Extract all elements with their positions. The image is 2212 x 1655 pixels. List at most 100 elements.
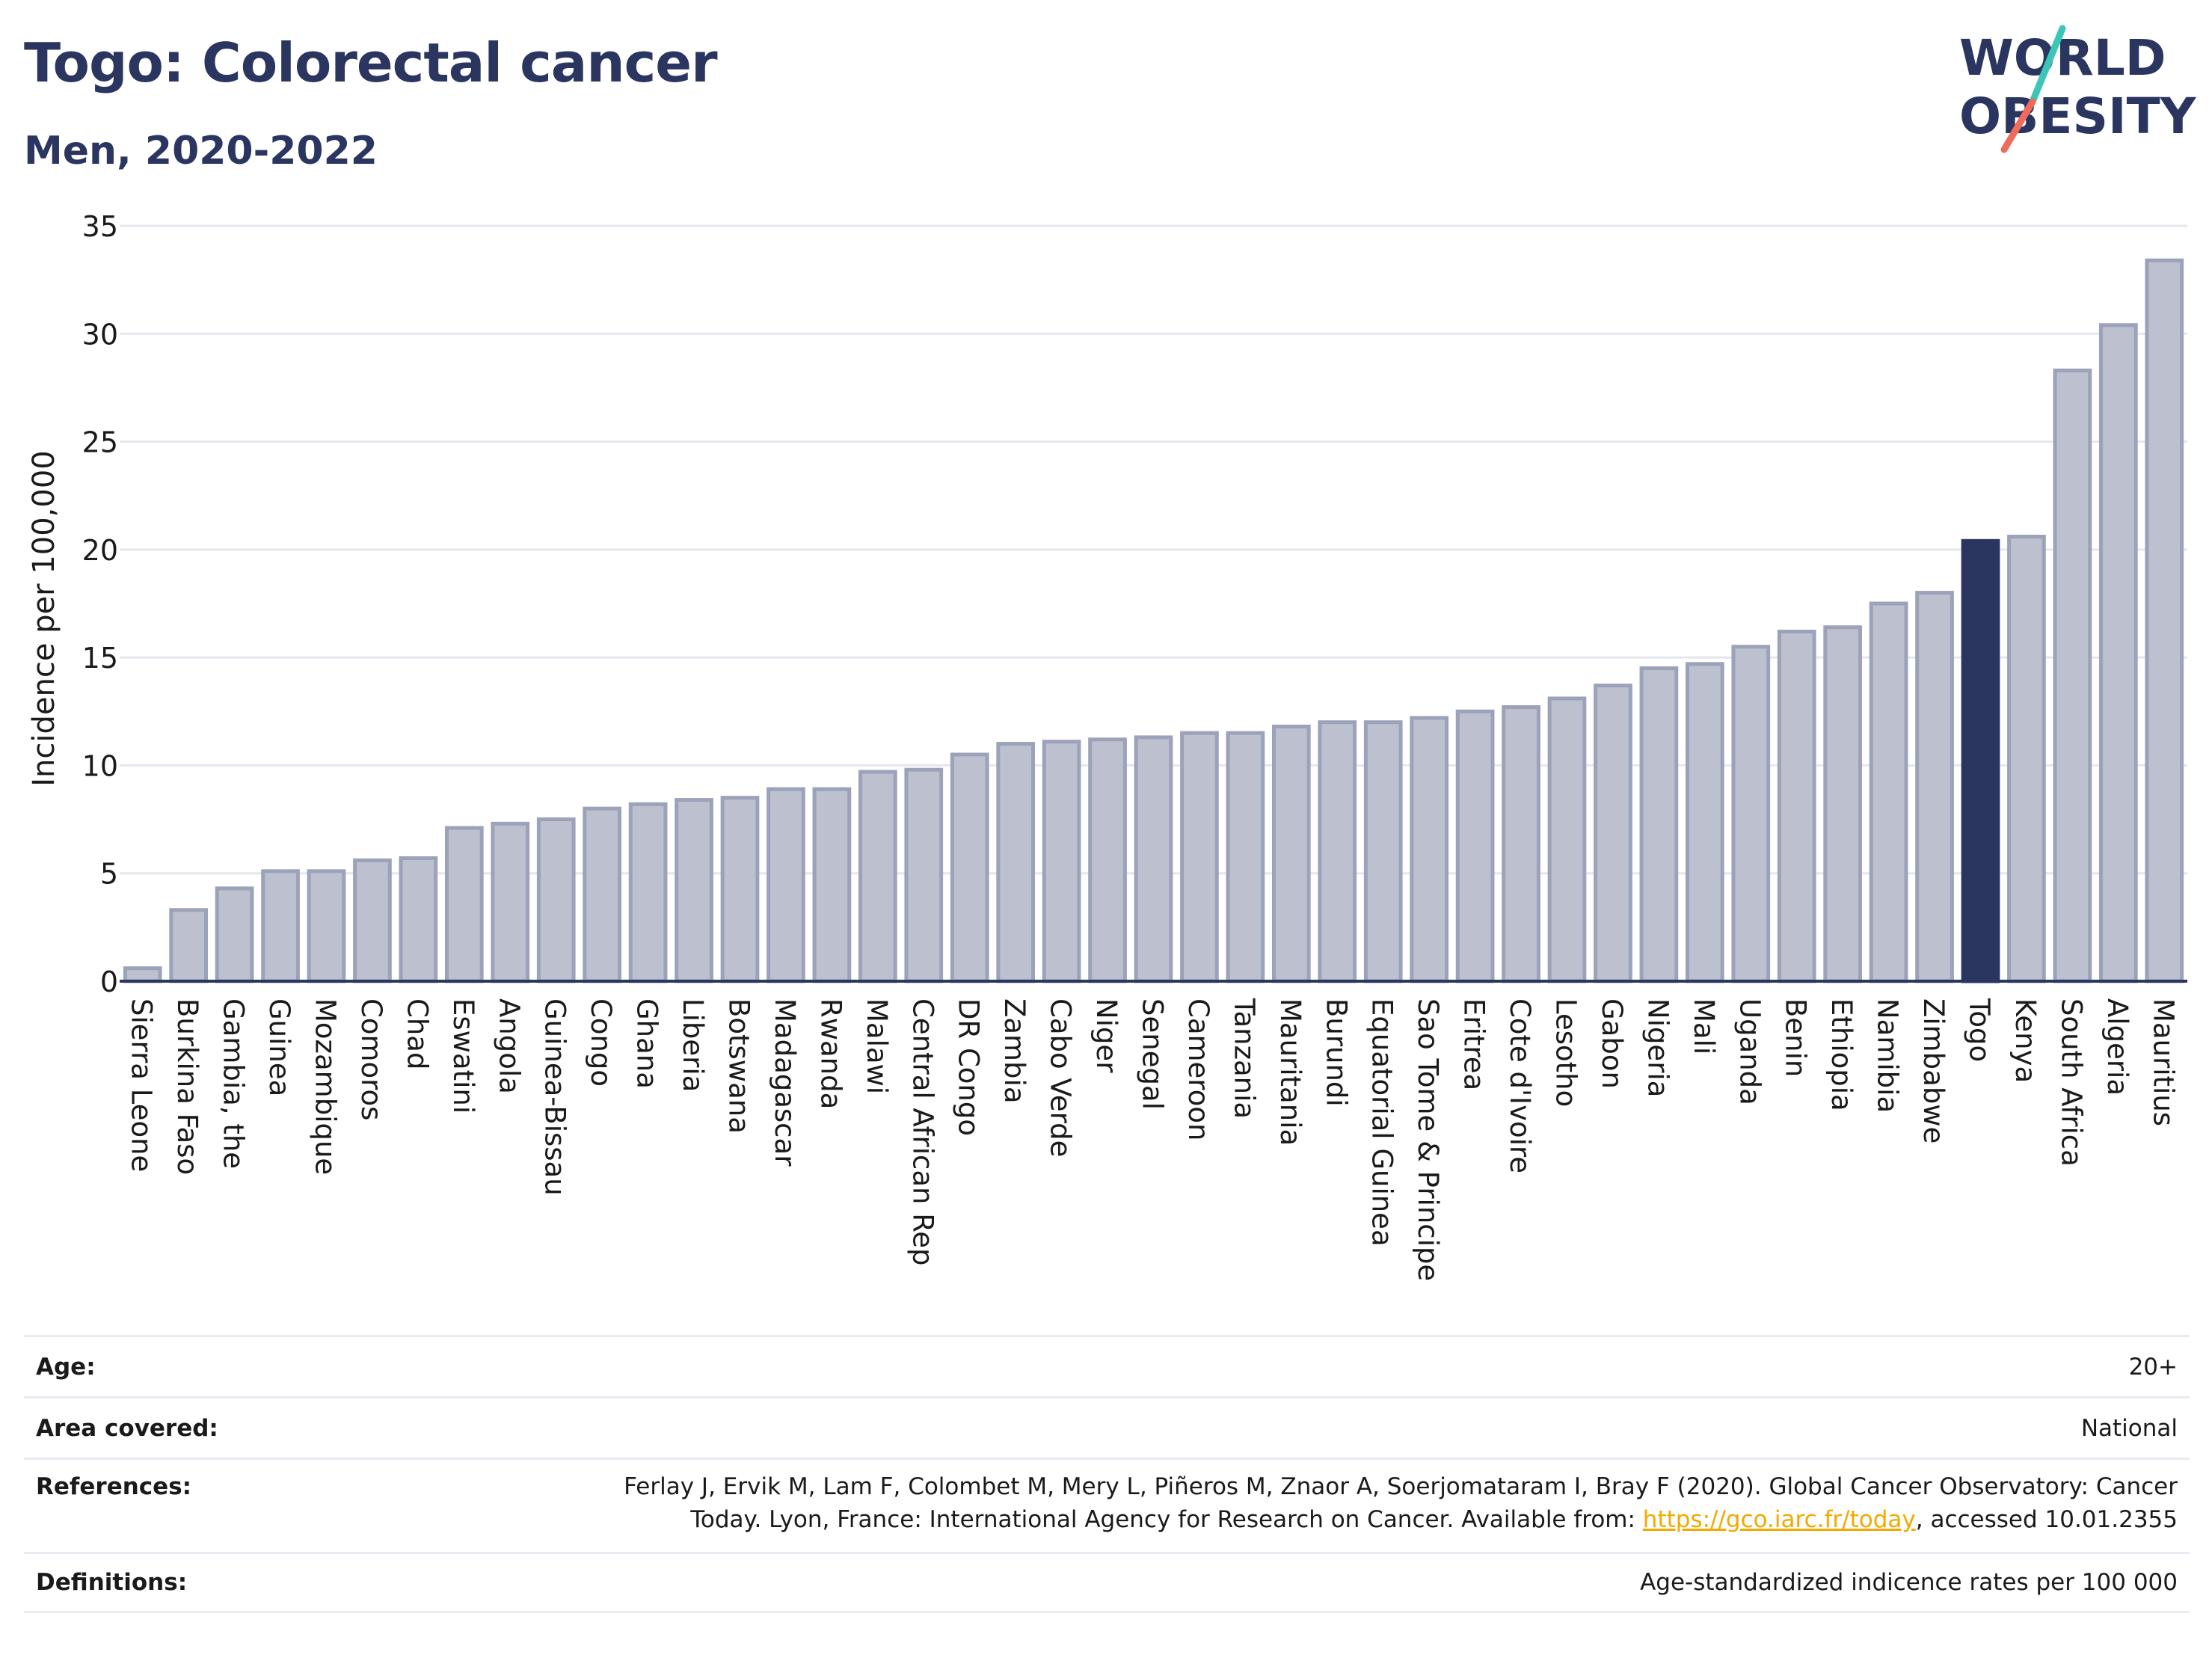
info-row-age: Age: 20+	[24, 1335, 2190, 1396]
bar	[766, 787, 805, 983]
bar-highlight	[1961, 538, 2000, 983]
logo-slash-coral	[2000, 98, 2036, 153]
x-tick-label: Lesotho	[1550, 998, 1582, 1107]
x-tick-label: Botswana	[723, 998, 755, 1134]
x-tick-label: Sierra Leone	[126, 998, 158, 1172]
x-tick-label: Nigeria	[1641, 998, 1674, 1097]
x-tick-label: Mali	[1688, 998, 1720, 1054]
y-tick-label: 35	[82, 210, 118, 243]
x-tick-label: Kenya	[2009, 998, 2042, 1083]
bar	[1685, 662, 1724, 983]
logo-line-obesity: OBESITY	[1959, 87, 2197, 145]
x-tick-label: Congo	[585, 998, 617, 1087]
x-tick-label: Angola	[493, 998, 525, 1094]
x-tick-label: Cabo Verde	[1045, 998, 1077, 1157]
x-tick-label: Eswatini	[447, 998, 479, 1114]
x-tick-label: Sao Tome & Principe	[1412, 998, 1444, 1281]
bar	[1363, 720, 1403, 983]
logo-slash-teal	[2029, 25, 2066, 105]
age-label: Age:	[36, 1353, 96, 1381]
x-tick-label: Liberia	[677, 998, 709, 1092]
x-tick-label: Central African Rep	[906, 998, 938, 1266]
y-tick-label: 20	[82, 534, 118, 567]
definitions-label: Definitions:	[36, 1569, 188, 1596]
references-label: References:	[36, 1473, 192, 1500]
bar	[307, 869, 346, 983]
x-tick-label: Togo	[1964, 998, 1996, 1062]
x-tick-label: Chad	[401, 998, 433, 1069]
x-tick-label: Ethiopia	[1825, 998, 1858, 1111]
bar	[215, 886, 254, 983]
references-text-1: Ferlay J, Ervik M, Lam F, Colombet M, Me…	[624, 1473, 2178, 1500]
x-tick-label: Madagascar	[769, 998, 801, 1167]
bar	[353, 858, 392, 983]
bar	[2098, 323, 2138, 983]
x-tick-label: Senegal	[1137, 998, 1169, 1110]
x-tick-label: Malawi	[861, 998, 893, 1094]
bar	[1594, 684, 1632, 983]
y-tick-label: 5	[100, 858, 118, 891]
bar	[169, 908, 209, 983]
bar	[996, 742, 1036, 983]
bar	[399, 856, 438, 983]
x-tick-label: Mauritania	[1274, 998, 1306, 1146]
x-tick-label: Niger	[1090, 998, 1122, 1073]
x-tick-label: Namibia	[1872, 998, 1904, 1113]
y-tick-label: 10	[82, 749, 118, 782]
bar	[720, 796, 760, 983]
bar	[904, 767, 944, 983]
bar	[1547, 696, 1587, 983]
bar	[2053, 368, 2092, 983]
x-tick-label: Uganda	[1733, 998, 1766, 1105]
x-tick-label: Cote d'Ivoire	[1504, 998, 1536, 1173]
bar	[1134, 735, 1173, 983]
bar	[1823, 625, 1863, 983]
area-label: Area covered:	[36, 1414, 218, 1442]
references-value: Ferlay J, Ervik M, Lam F, Colombet M, Me…	[624, 1470, 2178, 1536]
x-tick-label: Gambia, the	[218, 998, 250, 1169]
references-text-3: , accessed 10.01.2355	[1915, 1506, 2178, 1533]
x-tick-label: DR Congo	[953, 998, 985, 1136]
x-tick-label: Benin	[1780, 998, 1812, 1077]
logo-line-world: WORLD	[1959, 29, 2166, 87]
chart-title: Togo: Colorectal cancer	[24, 31, 718, 94]
age-value: 20+	[2128, 1353, 2178, 1381]
x-tick-label: Eritrea	[1458, 998, 1490, 1090]
x-tick-label: Rwanda	[814, 998, 847, 1109]
bar	[2007, 535, 2046, 983]
info-row-definitions: Definitions: Age-standardized indicence …	[24, 1552, 2190, 1613]
references-link[interactable]: https://gco.iarc.fr/today	[1642, 1506, 1916, 1533]
bar	[858, 770, 897, 983]
bar	[1226, 731, 1265, 983]
bar	[1455, 709, 1495, 983]
x-axis-labels: Sierra Leone Burkina Faso Gambia, the Guine…	[126, 998, 2180, 1281]
bar	[675, 798, 713, 983]
bar	[1318, 720, 1357, 983]
y-tick-label: 30	[82, 318, 118, 351]
bar	[1410, 716, 1449, 983]
x-tick-label: Mozambique	[310, 998, 342, 1175]
x-tick-label: Ghana	[631, 998, 663, 1089]
info-row-references: References: Ferlay J, Ervik M, Lam F, Co…	[24, 1458, 2190, 1552]
y-tick-label: 0	[100, 965, 118, 998]
x-tick-label: Zimbabwe	[1917, 998, 1950, 1143]
x-tick-label: South Africa	[2055, 998, 2087, 1167]
bars	[123, 258, 2184, 983]
x-tick-label: Tanzania	[1228, 998, 1260, 1119]
bar	[1915, 591, 1954, 983]
x-tick-label: Comoros	[355, 998, 387, 1120]
definitions-value: Age-standardized indicence rates per 100…	[1640, 1569, 2178, 1596]
bar	[1180, 731, 1219, 983]
bar	[536, 817, 576, 983]
references-text-2: Today. Lyon, France: International Agenc…	[690, 1506, 1643, 1533]
x-tick-label: Guinea-Bissau	[539, 998, 571, 1196]
x-tick-label: Algeria	[2101, 998, 2133, 1096]
bar	[2145, 258, 2184, 983]
bar	[1042, 740, 1081, 983]
info-row-area: Area covered: National	[24, 1396, 2190, 1458]
bar	[1088, 737, 1127, 983]
world-obesity-logo: WORLD OBESITY	[1959, 25, 2197, 153]
bar	[1502, 705, 1540, 983]
x-tick-label: Burkina Faso	[171, 998, 203, 1175]
x-tick-label: Burundi	[1320, 998, 1352, 1107]
